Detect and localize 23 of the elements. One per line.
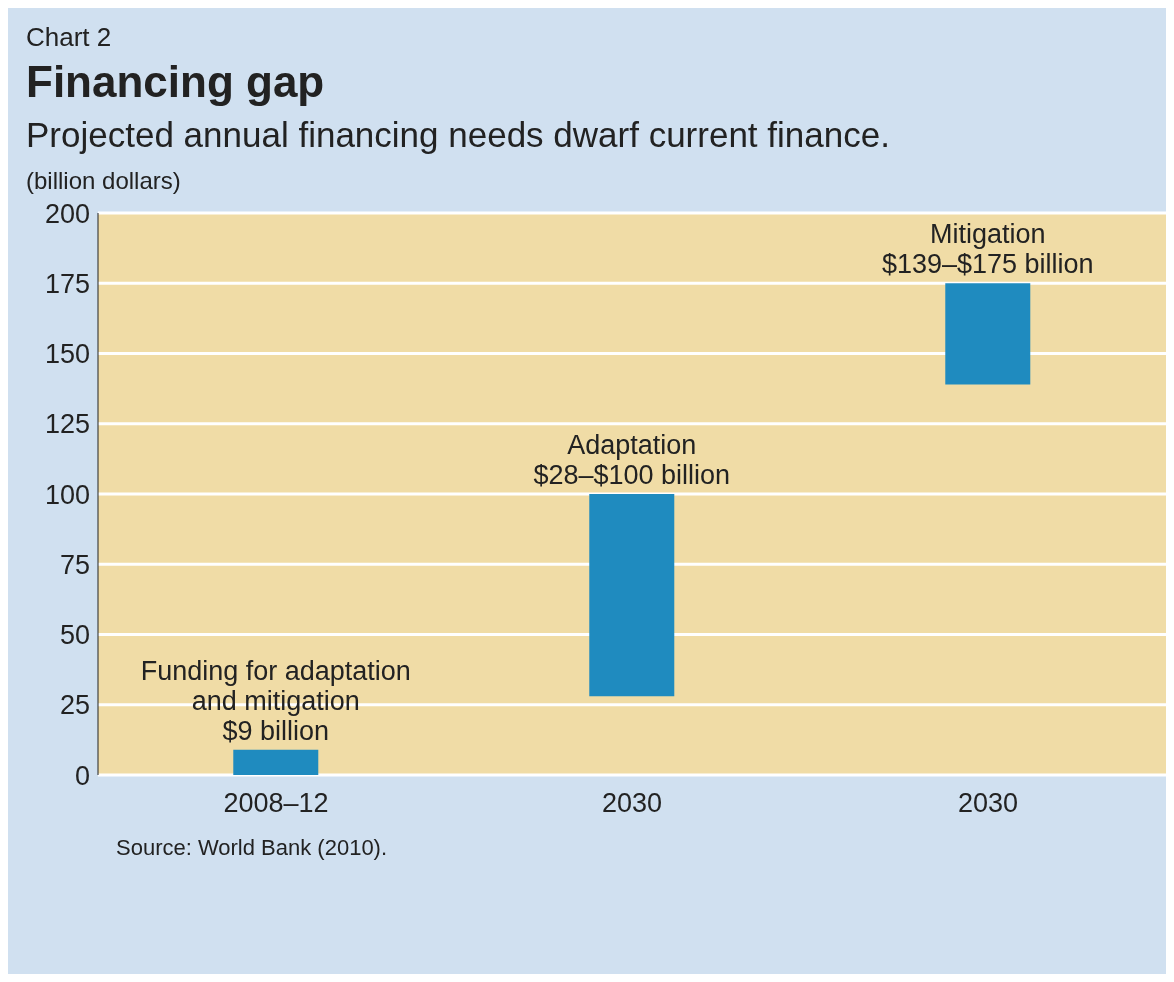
bar: [233, 749, 319, 775]
y-tick-label: 0: [74, 760, 90, 791]
y-tick-label: 125: [44, 409, 90, 440]
data-label: Funding for adaptation and mitigation $9 billion: [140, 655, 411, 746]
y-tick-label: 50: [59, 620, 90, 651]
x-tick-label: 2008–12: [223, 788, 329, 819]
y-tick-label: 100: [44, 479, 90, 510]
y-tick-label: 75: [59, 549, 90, 580]
x-tick-label: 2030: [601, 788, 663, 819]
chart-title: Financing gap: [26, 57, 326, 107]
bar: [945, 283, 1031, 385]
y-axis-title: (billion dollars): [26, 167, 182, 195]
y-tick-label: 25: [59, 690, 90, 721]
y-tick-label: 150: [44, 339, 90, 370]
x-tick-label: 2030: [957, 788, 1019, 819]
chart-subtitle: Projected annual financing needs dwarf current finance.: [26, 115, 891, 155]
caption: Chart 2: [26, 22, 113, 53]
y-tick-label: 175: [44, 268, 90, 299]
data-label: Mitigation $139–$175 billion: [881, 219, 1094, 280]
bar: [589, 494, 675, 697]
data-label: Adaptation $28–$100 billion: [533, 430, 731, 490]
source-note: Source: World Bank (2010).: [116, 835, 389, 861]
y-tick-label: 200: [44, 198, 90, 229]
